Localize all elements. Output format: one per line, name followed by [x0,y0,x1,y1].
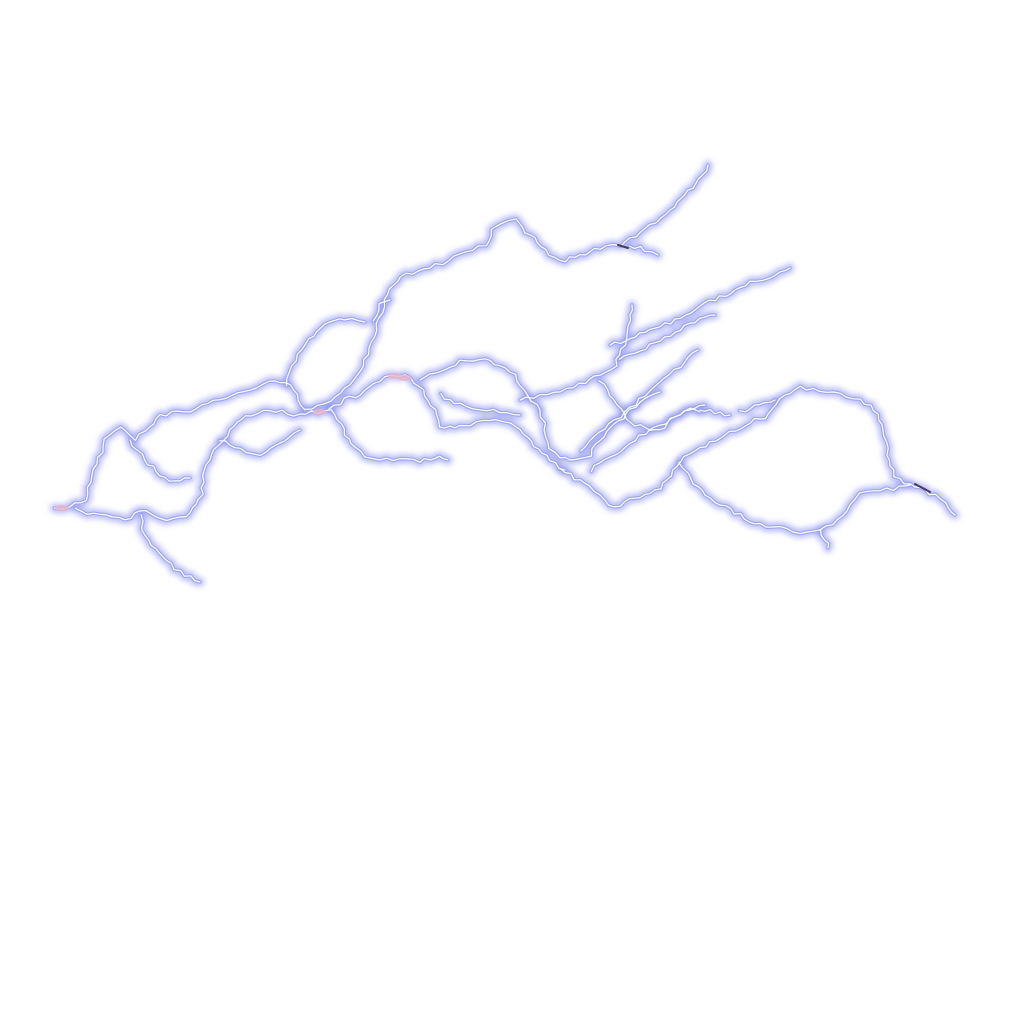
bolt-core-10 [330,408,449,463]
bolt-core-13 [519,304,633,401]
bolt-core-15 [560,461,681,508]
bolt-core-11 [419,358,541,411]
bolt-core-0 [53,380,306,510]
bolt-glow-layer [49,160,960,587]
bolt-core-5 [304,164,709,410]
bolt-core-7 [372,299,391,322]
bolt-core-3 [129,439,191,482]
bolt-core-layer [53,164,956,583]
bolt-core-18 [609,267,791,346]
bolt-core-1 [74,409,331,522]
bolt-core-14 [539,391,661,461]
bolt-core-19 [619,314,716,360]
bolt-spark-0 [617,244,629,249]
bolt-hotspot-2 [398,375,412,381]
bolt-core-17 [580,349,699,452]
bolt-hotspot-3 [55,505,69,511]
bolt-core-22 [678,462,911,535]
bolt-glow-2 [136,510,205,587]
bolt-core-20 [598,380,701,431]
bolt-core-2 [140,514,201,583]
bolt-core-12 [440,392,521,416]
bolt-core-21 [679,385,956,516]
bolt-glow-10 [326,404,453,467]
bolt-spark-1 [914,483,931,493]
bolt-core-8 [629,245,659,256]
bolt-core-6 [285,317,366,387]
bolt-core-9 [328,374,566,471]
bolt-glow-21 [675,381,960,520]
bolt-mid-21 [678,384,957,517]
bolt-core-23 [819,529,830,549]
bolt-core-24 [699,409,731,417]
bolt-spark-layer [55,244,931,511]
bolt-glow-22 [674,458,915,539]
bolt-core-25 [738,399,776,413]
bolt-core-4 [219,429,301,456]
bolt-hotspot-0 [313,409,327,415]
